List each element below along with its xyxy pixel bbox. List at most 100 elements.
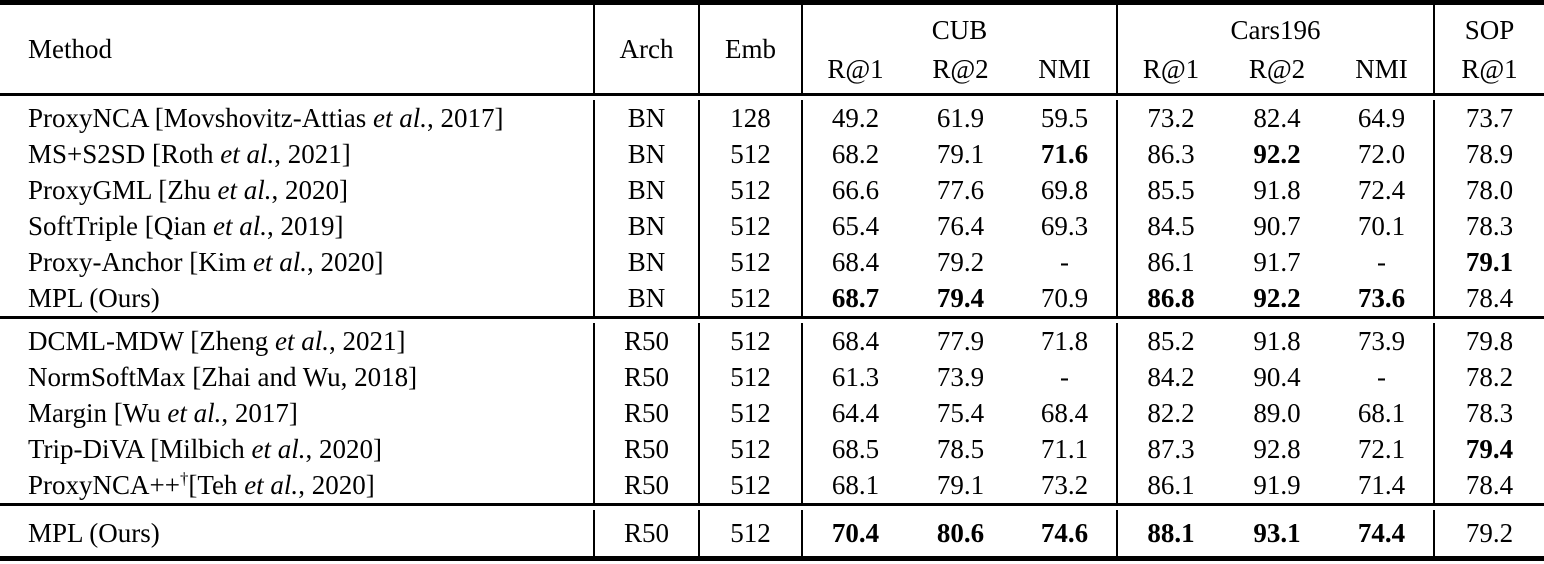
cell-emb: 512 xyxy=(700,244,803,280)
cell-metric: 73.2 xyxy=(1013,467,1118,503)
method-text: , 2017] xyxy=(427,103,504,133)
cell-metric: 79.2 xyxy=(1465,518,1514,548)
cell-metric: 73.6 xyxy=(1330,280,1435,316)
method-text: [Teh xyxy=(188,470,245,500)
cell-metric: - xyxy=(1013,244,1118,280)
section-divider xyxy=(0,503,1544,506)
group-sop-subheaders: R@1 xyxy=(1435,49,1544,93)
method-text: Proxy-Anchor [Kim xyxy=(28,247,253,277)
method-text: , 2020] xyxy=(298,470,375,500)
cell-emb: 512 xyxy=(700,323,803,359)
method-text: ProxyGML [Zhu xyxy=(28,175,218,205)
header-emb: Emb xyxy=(700,5,803,93)
group-cub-subheaders: R@1 R@2 NMI xyxy=(803,49,1116,93)
cell-metric: 86.1 xyxy=(1147,247,1195,277)
cell-metric: 90.4 xyxy=(1253,362,1301,392)
cell-metric: 91.7 xyxy=(1253,247,1301,277)
cell-method: Trip-DiVA [Milbich et al., 2020] xyxy=(0,431,595,467)
cell-arch: R50 xyxy=(595,395,700,431)
cell-metric: 71.8 xyxy=(1013,323,1118,359)
cell-metric: 72.0 xyxy=(1330,136,1435,172)
cell-arch: R50 xyxy=(595,510,700,556)
cell-metric: 78.2 xyxy=(1465,362,1514,392)
cell-emb: 512 xyxy=(700,359,803,395)
group-label-sop: SOP xyxy=(1464,15,1515,45)
cell-metric: 68.4 xyxy=(1013,395,1118,431)
cell-metric: 69.8 xyxy=(1013,172,1118,208)
col-header-cars-nmi: NMI xyxy=(1355,54,1408,84)
cell-metric: 91.8 xyxy=(1253,326,1301,356)
cell-emb: 512 xyxy=(700,431,803,467)
cell-metric: 61.9 xyxy=(936,103,985,133)
cell-metric: 49.2 xyxy=(831,103,880,133)
cell-metric: 85.5 xyxy=(1147,175,1195,205)
cell-metric: 74.6 xyxy=(1013,510,1118,556)
cell-method: ProxyGML [Zhu et al., 2020] xyxy=(0,172,595,208)
cell-metric: 84.5 xyxy=(1147,211,1195,241)
cell-arch: R50 xyxy=(595,431,700,467)
col-header-cub-nmi: NMI xyxy=(1038,54,1091,84)
cell-arch: R50 xyxy=(595,467,700,503)
method-text: Margin [Wu xyxy=(28,398,168,428)
cell-metric: 78.3 xyxy=(1465,398,1514,428)
cell-metric: 84.2 xyxy=(1147,362,1195,392)
method-text: , 2020] xyxy=(271,175,349,205)
cell-metric: 68.2 xyxy=(831,139,880,169)
cell-metric: 70.4 xyxy=(831,518,880,548)
cell-metric: 76.4 xyxy=(936,211,985,241)
method-text: , 2020] xyxy=(306,247,384,277)
cell-metric: 77.6 xyxy=(936,175,985,205)
method-text: SoftTriple [Qian xyxy=(28,211,214,241)
cell-emb: 128 xyxy=(700,100,803,136)
cell-metric: 78.5 xyxy=(936,434,985,464)
method-text: et al. xyxy=(220,139,275,169)
header-group-sop: SOP R@1 xyxy=(1435,5,1544,93)
cell-metric: 68.1 xyxy=(831,470,880,500)
cell-metric: 79.1 xyxy=(936,139,985,169)
cell-method: MPL (Ours) xyxy=(0,510,595,556)
table-header: Method Arch Emb CUB R@1 R@2 NMI Cars196 … xyxy=(0,5,1544,93)
cell-metric: 66.6 xyxy=(831,175,880,205)
method-text: Trip-DiVA [Milbich xyxy=(28,434,252,464)
method-text: , 2021] xyxy=(328,326,406,356)
cell-arch: R50 xyxy=(595,359,700,395)
cell-metric: 89.0 xyxy=(1253,398,1301,428)
col-header-cub-r1: R@1 xyxy=(827,54,884,84)
method-text: , 2021] xyxy=(274,139,351,169)
method-text: , 2017] xyxy=(221,398,298,428)
cell-metric: 77.9 xyxy=(936,326,985,356)
cell-arch: BN xyxy=(595,172,700,208)
cell-metric: 71.6 xyxy=(1013,136,1118,172)
cell-metric: 59.5 xyxy=(1013,100,1118,136)
method-text: et al. xyxy=(217,175,272,205)
cell-metric: 68.7 xyxy=(831,283,880,313)
cell-emb: 512 xyxy=(700,467,803,503)
method-text: , 2019] xyxy=(267,211,344,241)
table-row: MS+S2SD [Roth et al., 2021] BN 512 68.2 79.1… xyxy=(0,136,1544,172)
table-row: ProxyNCA [Movshovitz-Attias et al., 2017… xyxy=(0,100,1544,136)
cell-method: Margin [Wu et al., 2017] xyxy=(0,395,595,431)
table-row: ProxyGML [Zhu et al., 2020] BN 512 66.6 77.6… xyxy=(0,172,1544,208)
cell-arch: BN xyxy=(595,136,700,172)
col-header-cars-r1: R@1 xyxy=(1142,54,1200,84)
table-row: Trip-DiVA [Milbich et al., 2020] R50 512 68… xyxy=(0,431,1544,467)
cell-metric: 79.8 xyxy=(1465,326,1514,356)
header-group-cub: CUB R@1 R@2 NMI xyxy=(803,5,1118,93)
header-arch-label: Arch xyxy=(619,33,674,64)
cell-metric: 70.1 xyxy=(1330,208,1435,244)
group-cars196-subheaders: R@1 R@2 NMI xyxy=(1118,49,1433,93)
cell-metric: 79.1 xyxy=(936,470,985,500)
method-text: † xyxy=(179,469,189,488)
cell-metric: 88.1 xyxy=(1147,518,1195,548)
cell-metric: 85.2 xyxy=(1147,326,1195,356)
cell-method: Proxy-Anchor [Kim et al., 2020] xyxy=(0,244,595,280)
table-row: MPL (Ours) R50 512 70.4 80.6 74.6 88.1 93.1 74.4… xyxy=(0,510,1544,556)
cell-method: MPL (Ours) xyxy=(0,280,595,316)
cell-metric: 78.3 xyxy=(1465,211,1514,241)
table-row: MPL (Ours) BN 512 68.7 79.4 70.9 86.8 92.2 73.6 7… xyxy=(0,280,1544,316)
top-rule xyxy=(0,0,1544,5)
cell-metric: 73.9 xyxy=(1330,323,1435,359)
cell-metric: 92.2 xyxy=(1253,139,1301,169)
cell-metric: 82.4 xyxy=(1253,103,1301,133)
cell-metric: 79.2 xyxy=(936,247,985,277)
